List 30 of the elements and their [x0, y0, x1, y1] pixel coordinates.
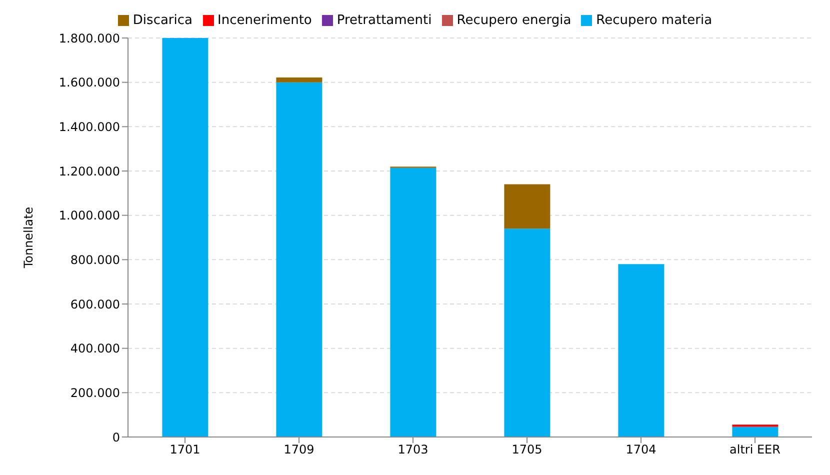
y-tick-label: 1.400.000: [58, 120, 120, 134]
bar: [276, 77, 322, 82]
y-tick-label: 1.200.000: [58, 164, 120, 178]
legend-label: Pretrattamenti: [336, 13, 432, 28]
x-tick-label: altri EER: [730, 442, 780, 457]
legend-label: Discarica: [132, 13, 193, 28]
bar: [618, 264, 664, 437]
y-tick-label: 600.000: [70, 297, 120, 312]
x-tick-label: 1704: [626, 442, 656, 457]
bar: [504, 228, 550, 437]
bar: [504, 184, 550, 229]
y-tick-label: 800.000: [70, 252, 120, 267]
y-tick-label: 0: [112, 430, 120, 444]
y-tick-label: 400.000: [70, 342, 120, 356]
x-tick-label: 1701: [170, 442, 200, 457]
y-tick-label: 1.800.000: [58, 31, 120, 46]
bar: [390, 168, 436, 437]
y-tick-label: 1.000.000: [58, 208, 120, 223]
y-axis-title: Tonnellate: [21, 206, 36, 270]
y-tick-label: 1.600.000: [58, 76, 120, 90]
x-tick-label: 1705: [512, 442, 542, 457]
legend-label: Recupero energia: [456, 13, 572, 28]
x-tick-label: 1703: [398, 442, 428, 457]
legend-label: Incenerimento: [218, 13, 312, 28]
bar: [732, 426, 778, 437]
bar: [162, 38, 208, 437]
y-tick-label: 200.000: [70, 386, 120, 400]
bar: [276, 82, 322, 437]
x-tick-label: 1709: [284, 442, 314, 457]
legend-label: Recupero materia: [596, 13, 712, 28]
